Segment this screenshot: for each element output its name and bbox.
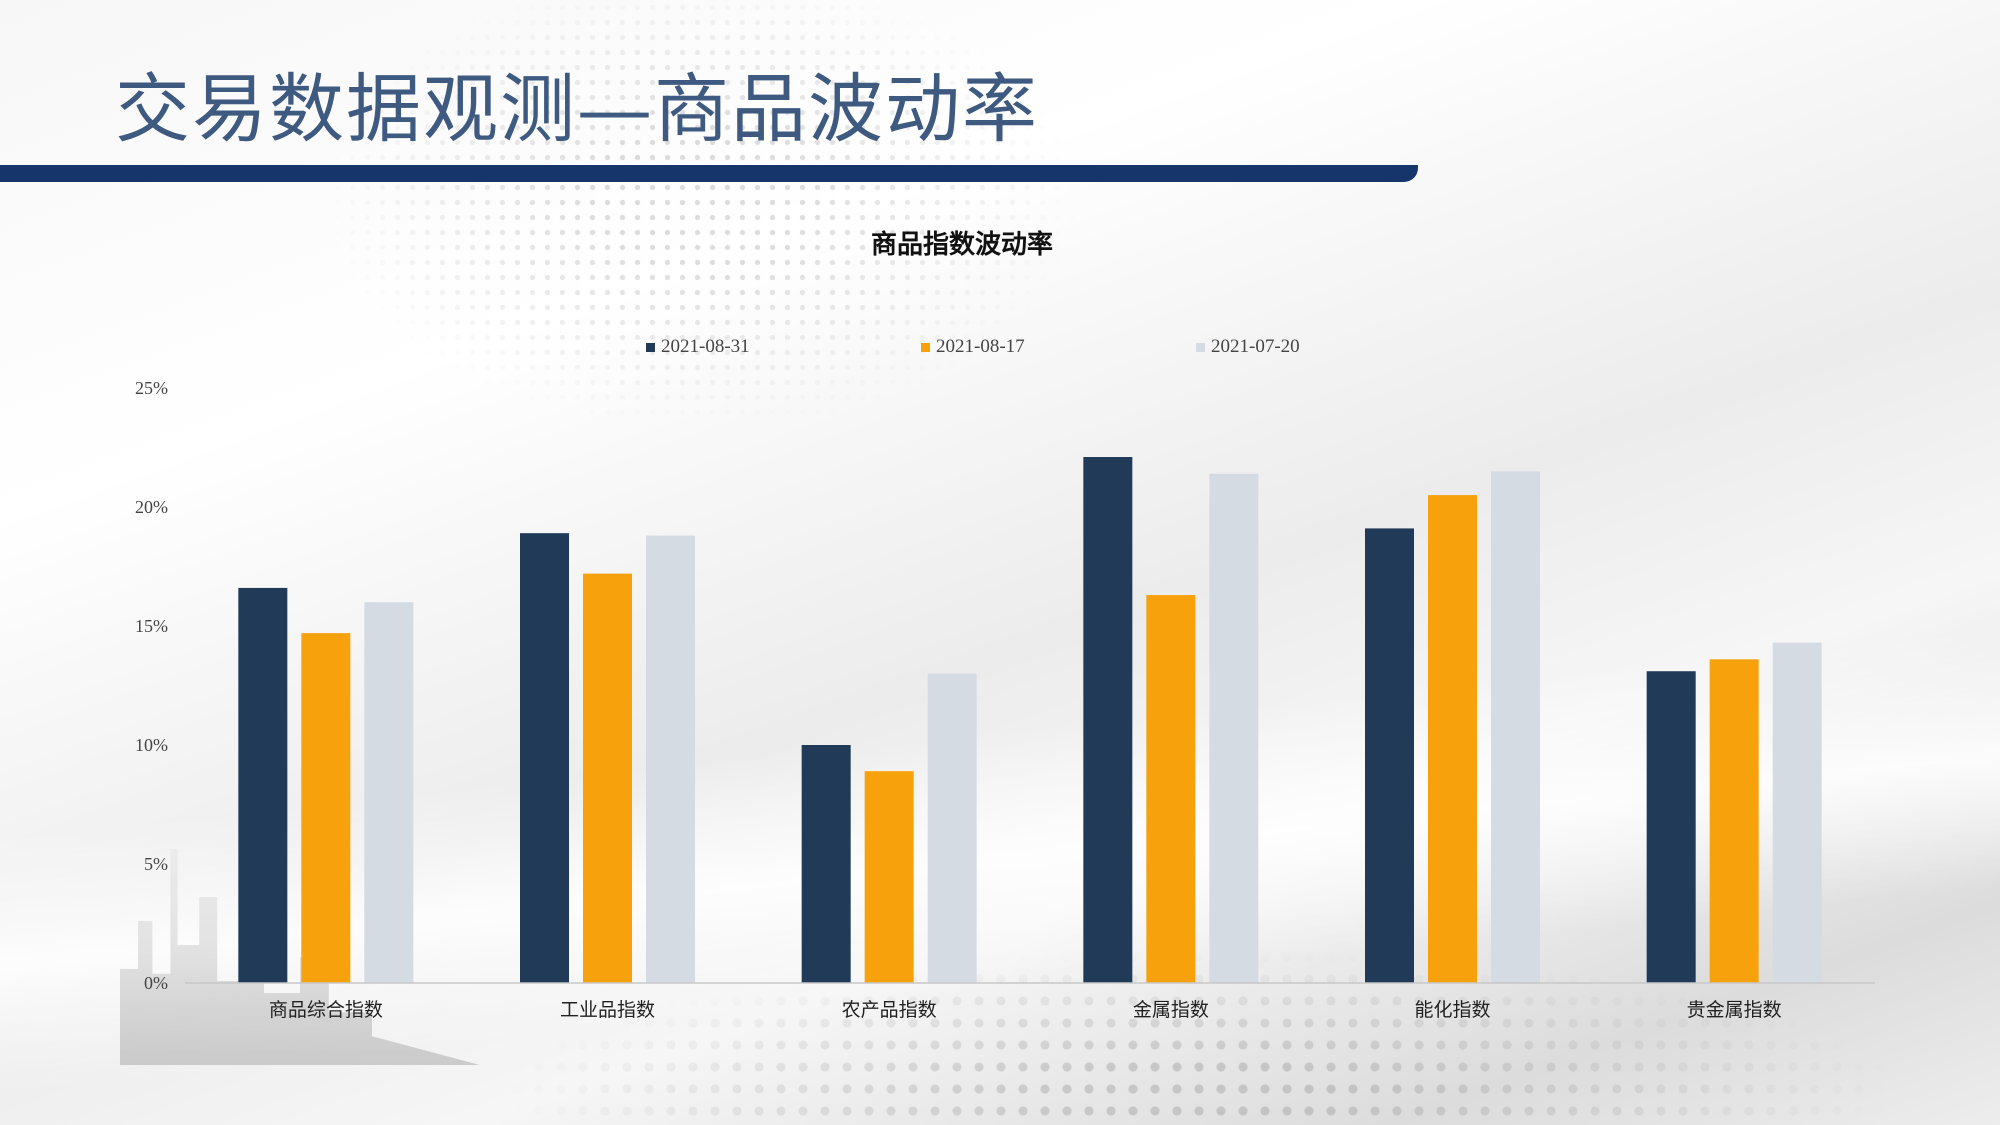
x-category-label: 农产品指数 <box>842 999 937 1021</box>
bar <box>1365 528 1414 983</box>
header-bar <box>0 165 1418 182</box>
bar <box>646 535 695 983</box>
x-category-label: 能化指数 <box>1414 999 1490 1021</box>
title-wrap: 交易数据观测—商品波动率 <box>115 48 1039 157</box>
x-category-label: 金属指数 <box>1133 999 1209 1021</box>
bar <box>520 533 569 983</box>
legend-label: 2021-08-31 <box>661 336 750 357</box>
x-axis: 商品综合指数 工业品指数 农产品指数 金属指数 能化指数 贵金属指数 <box>185 982 1875 1021</box>
legend-swatch <box>921 343 930 352</box>
legend-swatch <box>646 343 655 352</box>
legend-label: 2021-08-17 <box>936 336 1025 357</box>
chart-title: 商品指数波动率 <box>871 229 1053 260</box>
bar <box>238 587 288 983</box>
chart-legend: 2021-08-31 2021-08-17 2021-07-20 <box>646 336 1300 357</box>
x-category-label: 工业品指数 <box>560 999 655 1021</box>
y-tick-label: 10% <box>135 735 168 755</box>
bars <box>238 457 1822 983</box>
y-axis: 0% 5% 10% 15% 20% 25% <box>135 378 168 993</box>
legend-item: 2021-08-17 <box>921 336 1025 357</box>
y-tick-label: 15% <box>135 616 168 636</box>
bar <box>364 602 414 983</box>
bar <box>1709 659 1759 983</box>
bar <box>1646 671 1696 983</box>
bar <box>1083 457 1133 983</box>
bar <box>1146 595 1196 983</box>
y-tick-label: 25% <box>135 378 168 398</box>
legend-label: 2021-07-20 <box>1211 336 1300 357</box>
bar <box>583 573 632 983</box>
y-tick-label: 5% <box>144 854 168 874</box>
bar <box>1428 495 1477 983</box>
page-title: 交易数据观测—商品波动率 <box>115 65 1040 153</box>
bar <box>1209 473 1259 983</box>
legend-swatch <box>1196 343 1205 352</box>
bar <box>864 771 914 983</box>
bar <box>1772 642 1822 983</box>
bar <box>301 633 351 983</box>
y-tick-label: 0% <box>144 973 168 993</box>
bar <box>927 673 977 983</box>
bar <box>801 745 851 983</box>
legend-item: 2021-08-31 <box>646 336 750 357</box>
y-tick-label: 20% <box>135 497 168 517</box>
bar <box>1491 471 1540 983</box>
x-category-label: 贵金属指数 <box>1687 999 1782 1021</box>
x-category-label: 商品综合指数 <box>269 999 383 1021</box>
legend-item: 2021-07-20 <box>1196 336 1300 357</box>
